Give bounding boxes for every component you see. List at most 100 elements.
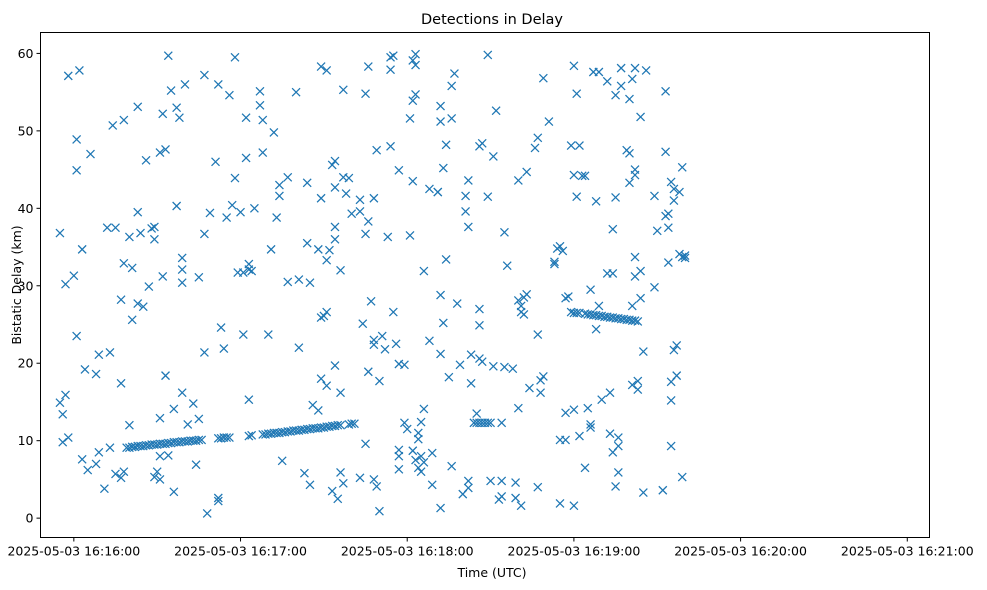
data-point-marker xyxy=(461,191,470,201)
data-point-marker xyxy=(638,347,648,357)
data-point-marker xyxy=(627,301,637,311)
data-point-marker xyxy=(330,361,340,370)
data-point-marker xyxy=(155,474,165,484)
data-point-marker xyxy=(144,282,154,291)
data-point-marker xyxy=(213,79,223,89)
data-point-marker xyxy=(363,367,373,377)
data-point-marker xyxy=(91,369,101,379)
data-point-marker xyxy=(247,430,257,440)
data-point-marker xyxy=(475,304,484,314)
data-point-marker xyxy=(174,113,184,123)
data-point-marker xyxy=(411,60,420,70)
data-point-marker xyxy=(330,222,340,232)
data-point-marker xyxy=(477,357,487,367)
data-point-marker xyxy=(58,437,68,447)
data-point-marker xyxy=(166,86,176,96)
data-point-marker xyxy=(447,81,457,91)
data-point-marker xyxy=(405,230,415,240)
data-point-marker xyxy=(483,418,493,428)
data-point-marker xyxy=(158,272,168,281)
data-point-marker xyxy=(438,318,448,328)
data-point-marker xyxy=(633,316,643,326)
data-point-marker xyxy=(58,409,68,419)
data-point-marker xyxy=(455,360,465,370)
y-tick-label: 50 xyxy=(18,123,34,138)
data-point-marker xyxy=(177,388,187,398)
chart-title: Detections in Delay xyxy=(421,12,563,28)
data-point-marker xyxy=(188,399,198,408)
data-point-marker xyxy=(627,380,637,390)
data-point-marker xyxy=(313,406,323,415)
data-point-marker xyxy=(336,265,345,275)
data-point-marker xyxy=(569,405,579,415)
data-point-marker xyxy=(294,275,304,285)
data-point-marker xyxy=(161,145,170,154)
data-point-marker xyxy=(416,451,426,461)
data-point-marker xyxy=(536,388,546,398)
data-point-marker xyxy=(441,254,451,264)
data-point-marker xyxy=(80,364,90,374)
data-point-marker xyxy=(199,347,209,357)
data-point-marker xyxy=(613,441,623,451)
data-point-marker xyxy=(327,160,337,170)
data-point-marker xyxy=(149,472,159,482)
data-point-marker xyxy=(419,457,429,467)
data-point-marker xyxy=(408,55,418,65)
data-point-marker xyxy=(638,488,648,498)
data-point-marker xyxy=(86,149,95,159)
data-point-marker xyxy=(369,340,379,350)
data-point-marker xyxy=(444,372,454,382)
data-point-marker xyxy=(383,232,393,242)
data-point-marker xyxy=(447,461,457,471)
data-point-marker xyxy=(672,340,682,350)
data-point-marker xyxy=(133,207,143,217)
data-point-marker xyxy=(419,266,429,276)
data-point-marker xyxy=(374,506,384,516)
data-point-marker xyxy=(272,213,282,223)
data-point-marker xyxy=(177,253,187,263)
data-point-marker xyxy=(483,50,493,60)
data-point-marker xyxy=(486,476,495,486)
data-point-marker xyxy=(133,299,143,309)
data-point-marker xyxy=(677,472,687,482)
data-point-marker xyxy=(411,455,420,465)
data-point-marker xyxy=(199,229,209,239)
data-point-marker xyxy=(369,474,379,484)
data-point-marker xyxy=(105,443,115,453)
data-point-marker xyxy=(333,420,343,430)
data-point-marker xyxy=(575,141,584,151)
data-point-marker xyxy=(236,207,245,217)
data-point-marker xyxy=(336,388,345,398)
data-point-marker xyxy=(358,319,368,329)
data-point-marker xyxy=(119,115,129,125)
data-point-marker xyxy=(91,459,101,469)
data-point-marker xyxy=(355,473,365,483)
data-point-marker xyxy=(263,330,273,340)
data-point-marker xyxy=(513,175,523,185)
data-point-marker xyxy=(452,299,462,309)
data-point-marker xyxy=(202,509,212,518)
data-point-marker xyxy=(72,165,82,175)
data-points xyxy=(55,49,690,518)
data-point-marker xyxy=(116,295,126,305)
data-point-marker xyxy=(258,148,268,157)
data-point-marker xyxy=(111,469,120,479)
data-point-marker xyxy=(436,117,445,127)
data-point-marker xyxy=(402,424,412,434)
data-point-marker xyxy=(533,133,543,143)
data-point-marker xyxy=(608,224,618,234)
data-point-marker xyxy=(169,487,179,497)
data-point-marker xyxy=(258,115,268,125)
data-point-marker xyxy=(269,127,279,137)
data-point-marker xyxy=(116,473,126,483)
data-point-marker xyxy=(102,223,112,233)
data-point-marker xyxy=(127,263,137,273)
y-tick-label: 40 xyxy=(18,201,34,216)
data-point-marker xyxy=(194,272,204,282)
data-point-marker xyxy=(633,376,643,386)
y-tick-label: 10 xyxy=(18,433,34,448)
data-point-marker xyxy=(180,79,190,89)
data-point-marker xyxy=(680,253,690,263)
data-point-marker xyxy=(677,252,687,262)
data-point-marker xyxy=(172,201,182,211)
